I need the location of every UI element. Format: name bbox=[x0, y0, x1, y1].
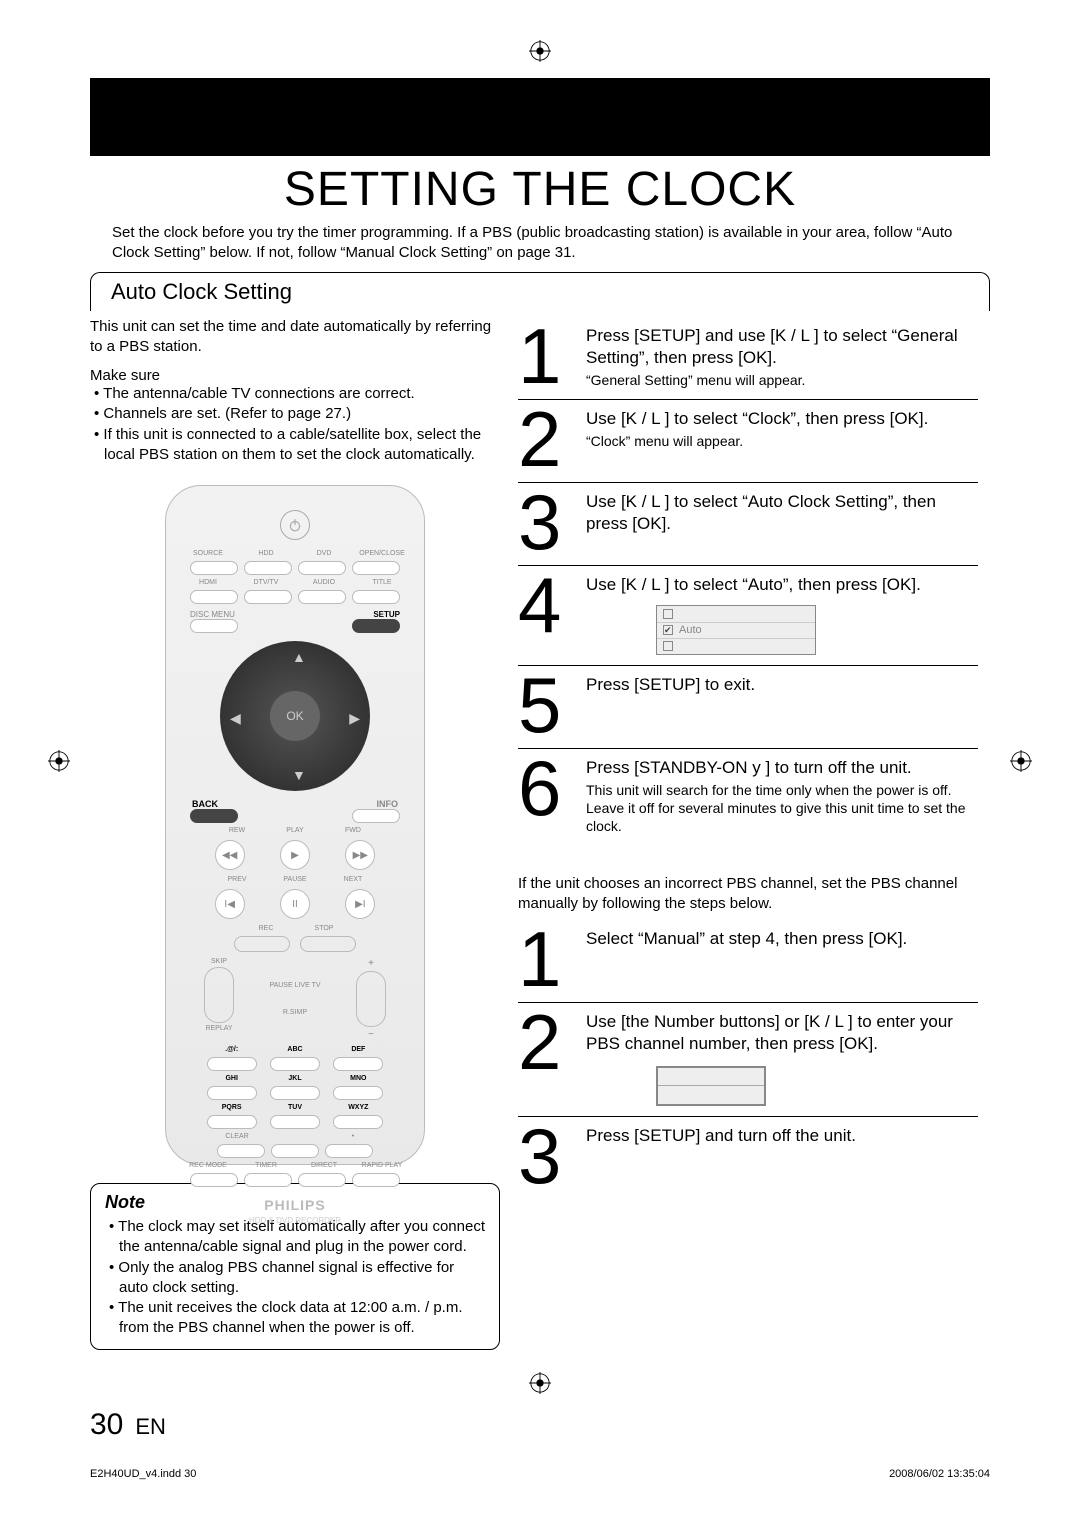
remote-label: HDD bbox=[240, 550, 292, 557]
step-number: 6 bbox=[518, 755, 576, 836]
make-sure-item: If this unit is connected to a cable/sat… bbox=[90, 425, 500, 466]
page-content: SETTING THE CLOCK Set the clock before y… bbox=[90, 40, 990, 1350]
step-text: Select “Manual” at step 4, then press [O… bbox=[586, 928, 978, 950]
brand-label: PHILIPS bbox=[180, 1197, 410, 1213]
header-banner bbox=[90, 78, 990, 156]
step-text: Use [the Number buttons] or [K / L ] to … bbox=[586, 1011, 978, 1055]
step-subtext: “Clock” menu will appear. bbox=[586, 432, 978, 450]
left-column: This unit can set the time and date auto… bbox=[90, 317, 500, 1350]
step-text: Use [K / L ] to select “Auto Clock Setti… bbox=[586, 491, 978, 535]
step-text: Press [STANDBY-ON y ] to turn off the un… bbox=[586, 757, 978, 779]
menu-auto-label: Auto bbox=[679, 623, 702, 637]
manual-step-2: 2 Use [the Number buttons] or [K / L ] t… bbox=[518, 1003, 978, 1116]
step-text: Press [SETUP] to exit. bbox=[586, 674, 978, 696]
remote-label: TITLE bbox=[356, 579, 408, 586]
manual-intro: If the unit chooses an incorrect PBS cha… bbox=[518, 874, 978, 915]
menu-mock: Auto bbox=[656, 605, 816, 655]
remote-label: DTV/TV bbox=[240, 579, 292, 586]
remote-label: SOURCE bbox=[182, 550, 234, 557]
step-subtext: This unit will search for the time only … bbox=[586, 781, 978, 836]
step-6: 6 Press [STANDBY-ON y ] to turn off the … bbox=[518, 749, 978, 846]
brand-subtitle: HDD & DVD RECORDER bbox=[180, 1216, 410, 1225]
remote-label: DVD bbox=[298, 550, 350, 557]
note-item: Only the analog PBS channel signal is ef… bbox=[105, 1258, 485, 1299]
step-3: 3 Use [K / L ] to select “Auto Clock Set… bbox=[518, 483, 978, 566]
ok-button-icon: OK bbox=[270, 691, 320, 741]
footer: E2H40UD_v4.indd 30 2008/06/02 13:35:04 bbox=[90, 1468, 990, 1480]
step-text: Press [SETUP] and turn off the unit. bbox=[586, 1125, 978, 1147]
remote-label: HDMI bbox=[182, 579, 234, 586]
remote-back-label: BACK bbox=[192, 799, 218, 809]
section-header: Auto Clock Setting bbox=[90, 272, 990, 311]
footer-left: E2H40UD_v4.indd 30 bbox=[90, 1468, 196, 1480]
crop-mark-icon bbox=[529, 1372, 551, 1394]
step-number: 1 bbox=[518, 926, 576, 992]
crop-mark-icon bbox=[48, 750, 70, 772]
intro-text: Set the clock before you try the timer p… bbox=[90, 223, 990, 264]
step-number: 1 bbox=[518, 323, 576, 389]
page-title: SETTING THE CLOCK bbox=[90, 162, 990, 217]
input-mock bbox=[656, 1066, 766, 1106]
remote-label: DISC MENU bbox=[190, 610, 235, 619]
step-number: 5 bbox=[518, 672, 576, 738]
remote-setup-label: SETUP bbox=[373, 610, 400, 619]
step-number: 2 bbox=[518, 406, 576, 472]
step-number: 3 bbox=[518, 1123, 576, 1189]
step-text: Press [SETUP] and use [K / L ] to select… bbox=[586, 325, 978, 369]
remote-illustration: SOURCE HDD DVD OPEN/CLOSE HDMI DTV/TV AU… bbox=[165, 485, 425, 1165]
step-1: 1 Press [SETUP] and use [K / L ] to sele… bbox=[518, 317, 978, 400]
step-number: 2 bbox=[518, 1009, 576, 1105]
make-sure-item: The antenna/cable TV connections are cor… bbox=[90, 384, 500, 404]
dpad-icon: OK ▲ ▼ ◀ ▶ bbox=[220, 641, 370, 791]
remote-label: INFO bbox=[377, 799, 399, 809]
manual-step-3: 3 Press [SETUP] and turn off the unit. bbox=[518, 1117, 978, 1199]
left-intro: This unit can set the time and date auto… bbox=[90, 317, 500, 358]
manual-step-1: 1 Select “Manual” at step 4, then press … bbox=[518, 920, 978, 1003]
make-sure-item: Channels are set. (Refer to page 27.) bbox=[90, 404, 500, 424]
footer-right: 2008/06/02 13:35:04 bbox=[889, 1468, 990, 1480]
step-number: 4 bbox=[518, 572, 576, 654]
step-subtext: “General Setting” menu will appear. bbox=[586, 371, 978, 389]
step-4: 4 Use [K / L ] to select “Auto”, then pr… bbox=[518, 566, 978, 665]
remote-label: AUDIO bbox=[298, 579, 350, 586]
note-item: The unit receives the clock data at 12:0… bbox=[105, 1298, 485, 1339]
page-number: 30EN bbox=[90, 1408, 166, 1442]
step-2: 2 Use [K / L ] to select “Clock”, then p… bbox=[518, 400, 978, 483]
remote-label: OPEN/CLOSE bbox=[356, 550, 408, 557]
make-sure-label: Make sure bbox=[90, 367, 500, 384]
right-column: 1 Press [SETUP] and use [K / L ] to sele… bbox=[518, 317, 978, 1350]
crop-mark-icon bbox=[1010, 750, 1032, 772]
step-number: 3 bbox=[518, 489, 576, 555]
step-text: Use [K / L ] to select “Clock”, then pre… bbox=[586, 408, 978, 430]
step-5: 5 Press [SETUP] to exit. bbox=[518, 666, 978, 749]
power-icon bbox=[280, 510, 310, 540]
step-text: Use [K / L ] to select “Auto”, then pres… bbox=[586, 574, 978, 596]
